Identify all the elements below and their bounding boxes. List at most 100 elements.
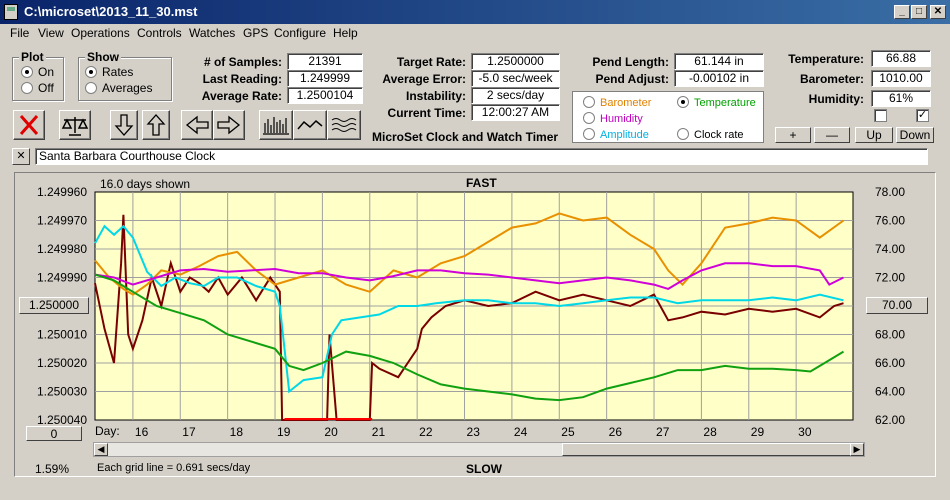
menu-controls[interactable]: Controls <box>137 26 182 40</box>
show-group-label: Show <box>85 50 121 64</box>
left-tick-label: 1.250010 <box>37 328 87 342</box>
zoom-percent: 1.59% <box>35 462 70 476</box>
day-axis-label: Day: <box>95 424 120 438</box>
menu-help[interactable]: Help <box>333 26 358 40</box>
right-tick-label: 64.00 <box>875 385 905 399</box>
arrow-right-button[interactable] <box>213 110 245 140</box>
scale-down-button[interactable]: Down <box>896 127 934 143</box>
days-shown-label: 16.0 days shown <box>100 177 191 191</box>
overlay-humidity-option[interactable]: Humidity <box>583 112 643 125</box>
close-window-button[interactable]: ✕ <box>930 5 946 19</box>
day-tick-label: 21 <box>372 425 386 439</box>
app-name: MicroSet Clock and Watch Timer <box>372 130 559 144</box>
menu-gps[interactable]: GPS <box>243 26 269 40</box>
wave-lines-icon <box>331 118 357 132</box>
day-tick-label: 20 <box>324 425 338 439</box>
radio-icon[interactable] <box>21 66 33 78</box>
radio-icon[interactable] <box>677 96 689 108</box>
horizontal-scrollbar[interactable]: ◀ ▶ <box>93 442 865 457</box>
pend-length-label: Pend Length: <box>592 55 669 69</box>
center-temp-button[interactable]: 70.00 <box>866 297 928 314</box>
radio-icon[interactable] <box>677 128 689 140</box>
pend-adjust-field[interactable]: -0.00102 in <box>674 70 764 87</box>
menu-operations[interactable]: Operations <box>71 26 130 40</box>
show-averages-option[interactable]: Averages <box>85 81 152 95</box>
temperature-label: Temperature: <box>788 52 864 66</box>
day-tick-label: 24 <box>514 425 528 439</box>
radio-icon[interactable] <box>85 66 97 78</box>
series-line-2 <box>94 212 845 296</box>
fast-label: FAST <box>466 176 497 190</box>
scroll-right-button[interactable]: ▶ <box>850 443 864 456</box>
overlay-barometer-option[interactable]: Barometer <box>583 96 651 109</box>
note-field[interactable]: Santa Barbara Courthouse Clock <box>35 148 928 165</box>
humidity-field: 61% <box>871 90 931 107</box>
arrow-up-icon <box>146 114 166 136</box>
instability-field: 2 secs/day <box>471 87 560 104</box>
day-tick-label: 16 <box>135 425 149 439</box>
radio-icon[interactable] <box>85 82 97 94</box>
show-group: Show Rates Averages <box>78 50 172 101</box>
target-rate-field[interactable]: 1.2500000 <box>471 53 560 70</box>
radio-icon[interactable] <box>583 96 595 108</box>
show-rates-option[interactable]: Rates <box>85 65 133 79</box>
day-tick-label: 18 <box>230 425 244 439</box>
bars-view-button[interactable] <box>259 110 293 140</box>
scale-minus-button[interactable]: — <box>814 127 850 143</box>
minimize-button[interactable]: _ <box>894 5 910 19</box>
plot-off-option[interactable]: Off <box>21 81 54 95</box>
arrow-left-icon <box>185 115 209 135</box>
pend-length-field[interactable]: 61.144 in <box>674 53 764 70</box>
scale-plus-button[interactable]: + <box>775 127 811 143</box>
menu-view[interactable]: View <box>38 26 64 40</box>
radio-icon[interactable] <box>583 112 595 124</box>
menu-watches[interactable]: Watches <box>189 26 236 40</box>
center-rate-button[interactable]: 1.250000 <box>19 297 89 314</box>
balance-scale-icon <box>61 117 89 136</box>
plot-group-label: Plot <box>19 50 46 64</box>
rate-chart[interactable]: 1.249960 78.00 1.249970 76.00 1.249980 74.00 1… <box>15 173 935 476</box>
note-close-button[interactable]: ✕ <box>12 148 30 165</box>
arrow-down-button[interactable] <box>110 110 138 140</box>
clear-button[interactable] <box>13 110 45 140</box>
right-tick-label: 66.00 <box>875 356 905 370</box>
balance-button[interactable] <box>59 110 91 140</box>
scroll-thumb[interactable] <box>562 443 851 456</box>
left-tick-label: 1.250030 <box>37 385 87 399</box>
offset-button[interactable]: 0 <box>26 426 82 441</box>
scale-up-button[interactable]: Up <box>855 127 893 143</box>
radio-icon[interactable] <box>21 82 33 94</box>
menu-file[interactable]: File <box>10 26 30 40</box>
temperature-field: 66.88 <box>871 50 931 67</box>
pend-adjust-label: Pend Adjust: <box>595 72 669 86</box>
title-bar: C:\microset\2013_11_30.mst _ □ ✕ <box>0 0 950 24</box>
overlay-select-panel: Barometer Temperature Humidity Amplitude… <box>572 91 764 143</box>
line-graph-icon <box>297 119 323 130</box>
right-tick-label: 78.00 <box>875 185 905 199</box>
series-line-1 <box>94 224 844 394</box>
plot-on-option[interactable]: On <box>21 65 54 79</box>
overlay-amplitude-option[interactable]: Amplitude <box>583 128 649 141</box>
app-icon[interactable] <box>4 4 18 20</box>
right-tick-label: 72.00 <box>875 271 905 285</box>
overlay-temperature-option[interactable]: Temperature <box>677 96 756 109</box>
day-tick-label: 19 <box>277 425 291 439</box>
wave-view-button[interactable] <box>327 110 361 140</box>
menu-configure[interactable]: Configure <box>274 26 327 40</box>
checkbox-left[interactable] <box>874 109 887 122</box>
target-rate-label: Target Rate: <box>396 55 466 69</box>
overlay-clock-rate-option[interactable]: Clock rate <box>677 128 744 141</box>
grid-note: Each grid line = 0.691 secs/day <box>97 462 251 474</box>
maximize-button[interactable]: □ <box>911 5 927 19</box>
checkbox-right[interactable]: ✓ <box>916 109 929 122</box>
arrow-up-button[interactable] <box>142 110 170 140</box>
left-tick-label: 1.250040 <box>37 413 87 427</box>
day-tick-label: 27 <box>656 425 670 439</box>
day-tick-label: 25 <box>561 425 575 439</box>
average-rate-label: Average Rate: <box>201 89 282 103</box>
line-view-button[interactable] <box>293 110 327 140</box>
scroll-left-button[interactable]: ◀ <box>94 443 108 456</box>
arrow-left-button[interactable] <box>181 110 213 140</box>
left-tick-label: 1.249960 <box>37 185 87 199</box>
radio-icon[interactable] <box>583 128 595 140</box>
